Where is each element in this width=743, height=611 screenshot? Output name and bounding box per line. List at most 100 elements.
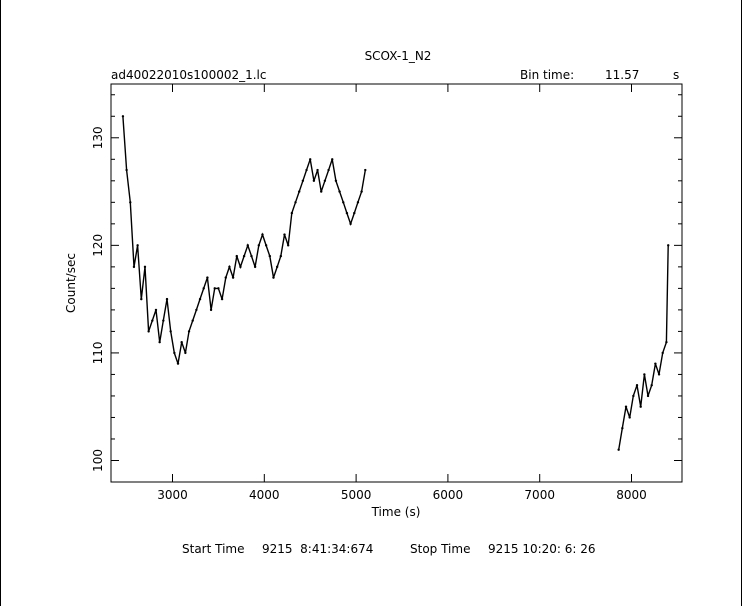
data-point bbox=[202, 287, 205, 290]
data-point bbox=[635, 383, 639, 387]
data-point bbox=[250, 254, 253, 258]
data-point bbox=[301, 179, 305, 183]
data-point bbox=[639, 405, 642, 408]
data-point bbox=[231, 276, 235, 279]
data-point bbox=[342, 201, 345, 204]
x-tick-label: 5000 bbox=[341, 488, 372, 502]
data-point bbox=[632, 394, 635, 398]
file-name-label: ad40022010s100002_1.lc bbox=[111, 68, 267, 82]
data-point bbox=[294, 201, 297, 204]
data-point bbox=[661, 351, 664, 355]
data-point bbox=[646, 394, 650, 398]
data-point bbox=[217, 287, 220, 290]
series-line-segment-2 bbox=[618, 245, 669, 450]
y-tick-label: 110 bbox=[91, 341, 105, 364]
data-point bbox=[151, 319, 154, 322]
y-axis-label: Count/sec bbox=[64, 253, 78, 313]
data-point bbox=[224, 276, 227, 279]
x-tick-label: 8000 bbox=[616, 488, 647, 502]
data-point bbox=[320, 190, 323, 193]
data-point bbox=[617, 448, 620, 451]
data-point bbox=[206, 276, 209, 279]
data-point bbox=[305, 168, 308, 172]
data-point bbox=[257, 244, 260, 247]
data-point bbox=[275, 265, 279, 269]
y-tick-label: 130 bbox=[91, 126, 105, 149]
data-point bbox=[180, 340, 183, 344]
stop-time-value: 9215 10:20: 6: 26 bbox=[488, 542, 596, 556]
data-point bbox=[327, 168, 330, 172]
bin-time-label: Bin time: bbox=[520, 68, 574, 82]
start-time-label: Start Time bbox=[182, 542, 245, 556]
bin-time-value: 11.57 bbox=[605, 68, 639, 82]
data-point bbox=[654, 362, 657, 365]
data-point bbox=[239, 265, 242, 269]
y-tick-label: 100 bbox=[91, 449, 105, 472]
data-point bbox=[191, 319, 194, 322]
plot-frame bbox=[110, 83, 683, 483]
chart-title: SCOX-1_N2 bbox=[365, 49, 432, 63]
data-point bbox=[643, 373, 646, 376]
data-series bbox=[121, 115, 670, 451]
data-point bbox=[624, 405, 628, 408]
data-point bbox=[279, 254, 283, 258]
data-point bbox=[132, 265, 136, 269]
axis-ticks: 3000 4000 5000 6000 7000 8000 100 110 120 130 bbox=[91, 84, 682, 502]
bin-time-unit: s bbox=[673, 68, 679, 82]
data-point bbox=[198, 297, 202, 301]
data-point bbox=[360, 190, 363, 193]
data-point bbox=[353, 211, 356, 215]
data-point bbox=[154, 308, 158, 312]
data-point bbox=[268, 254, 272, 258]
data-point bbox=[316, 168, 319, 172]
data-point bbox=[169, 330, 172, 333]
data-point bbox=[158, 340, 161, 344]
data-point bbox=[290, 211, 294, 215]
data-point bbox=[323, 179, 327, 183]
data-point bbox=[621, 427, 624, 430]
data-point bbox=[136, 244, 139, 247]
data-point bbox=[286, 244, 290, 247]
data-point bbox=[176, 362, 180, 365]
series-line-segment-1 bbox=[122, 116, 366, 364]
data-point bbox=[147, 330, 150, 333]
x-tick-label: 3000 bbox=[157, 488, 188, 502]
data-point bbox=[331, 158, 334, 161]
y-tick-label: 120 bbox=[91, 234, 105, 257]
data-point bbox=[220, 297, 224, 301]
data-point bbox=[309, 158, 312, 161]
data-point bbox=[246, 244, 249, 247]
data-point bbox=[657, 373, 661, 376]
data-point bbox=[162, 319, 165, 322]
data-point bbox=[195, 308, 198, 312]
data-point bbox=[297, 190, 301, 193]
x-tick-label: 6000 bbox=[433, 488, 464, 502]
data-point bbox=[345, 211, 349, 215]
data-point bbox=[228, 265, 231, 269]
data-point bbox=[121, 115, 125, 118]
data-point bbox=[129, 201, 132, 204]
x-tick-label: 4000 bbox=[249, 488, 280, 502]
data-point bbox=[338, 190, 341, 193]
data-point bbox=[334, 179, 338, 183]
data-point bbox=[253, 265, 257, 269]
data-point bbox=[356, 201, 360, 204]
start-time-value: 9215 8:41:34:674 bbox=[262, 542, 373, 556]
data-point bbox=[173, 351, 176, 355]
data-point bbox=[650, 383, 653, 387]
data-point bbox=[283, 233, 286, 236]
data-point bbox=[349, 222, 352, 226]
x-tick-label: 7000 bbox=[524, 488, 555, 502]
data-point bbox=[264, 244, 268, 247]
data-point bbox=[628, 416, 631, 419]
data-point bbox=[312, 179, 316, 183]
data-point bbox=[165, 297, 169, 301]
data-point bbox=[261, 233, 264, 236]
x-axis-label: Time (s) bbox=[371, 505, 421, 519]
data-point bbox=[184, 351, 187, 355]
data-point bbox=[242, 254, 246, 258]
stop-time-label: Stop Time bbox=[410, 542, 470, 556]
data-point bbox=[125, 168, 128, 172]
